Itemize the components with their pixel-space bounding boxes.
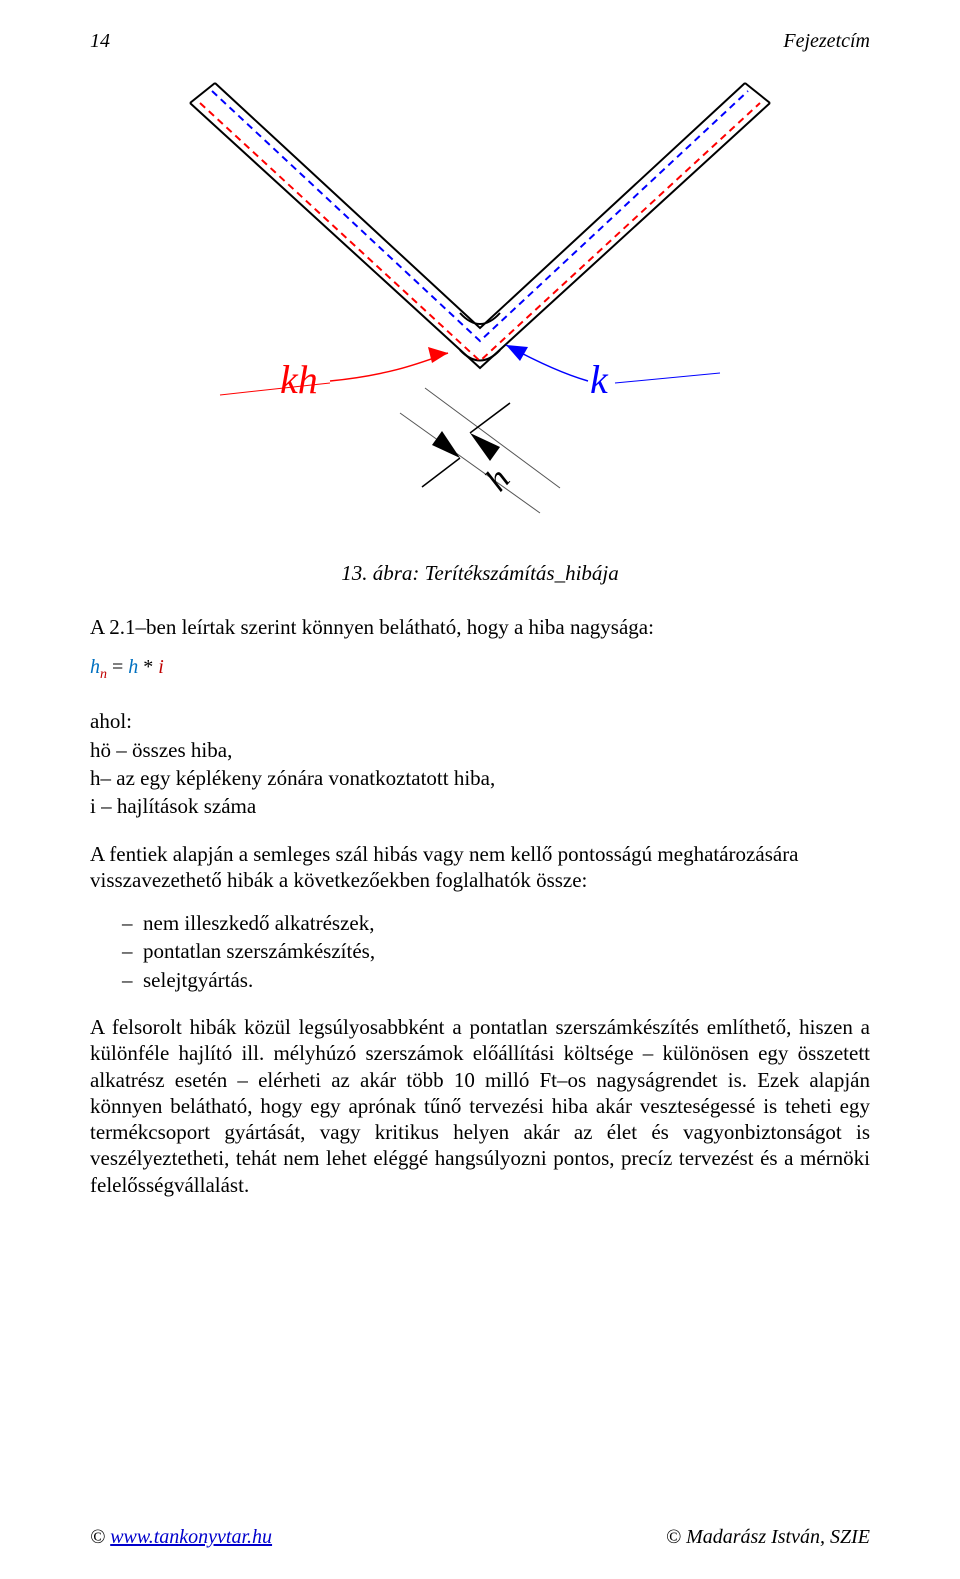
def-h: h– az egy képlékeny zónára vonatkoztatot… [90, 764, 870, 792]
page: 14 Fejezetcím kh k [0, 0, 960, 1579]
formula-lhs-var: h [90, 656, 100, 678]
label-kh: kh [280, 357, 318, 402]
bending-diagram: kh k h [160, 63, 800, 543]
footer-left: © www.tankonyvtar.hu [90, 1526, 272, 1549]
list-item: selejtgyártás. [150, 966, 870, 994]
figure: kh k h [90, 63, 870, 543]
formula: hn = h * i [90, 656, 870, 683]
def-i: i – hajlítások száma [90, 792, 870, 820]
page-footer: © www.tankonyvtar.hu © Madarász István, … [90, 1526, 870, 1549]
formula-eq: = [112, 656, 123, 678]
definitions: ahol: hö – összes hiba, h– az egy képlék… [90, 707, 870, 820]
copyright-symbol: © [90, 1526, 105, 1548]
formula-rhs-b: i [158, 656, 164, 678]
list-item: pontatlan szerszámkészítés, [150, 937, 870, 965]
formula-op: * [143, 656, 153, 678]
error-list: nem illeszkedő alkatrészek, pontatlan sz… [90, 909, 870, 994]
lead-paragraph: A fentiek alapján a semleges szál hibás … [90, 841, 870, 894]
list-item: nem illeszkedő alkatrészek, [150, 909, 870, 937]
footer-right: © Madarász István, SZIE [666, 1526, 870, 1549]
footer-link[interactable]: www.tankonyvtar.hu [110, 1526, 272, 1548]
label-k: k [590, 357, 609, 402]
intro-paragraph: A 2.1–ben leírtak szerint könnyen beláth… [90, 614, 870, 640]
page-number: 14 [90, 30, 110, 53]
def-ho: hö – összes hiba, [90, 736, 870, 764]
chapter-label: Fejezetcím [783, 30, 870, 53]
figure-caption: 13. ábra: Terítékszámítás_hibája [90, 561, 870, 586]
page-header: 14 Fejezetcím [90, 30, 870, 53]
formula-lhs-sub: n [100, 667, 107, 682]
formula-rhs-a: h [128, 656, 138, 678]
def-ahol: ahol: [90, 707, 870, 735]
body-paragraph: A felsorolt hibák közül legsúlyosabbként… [90, 1014, 870, 1198]
